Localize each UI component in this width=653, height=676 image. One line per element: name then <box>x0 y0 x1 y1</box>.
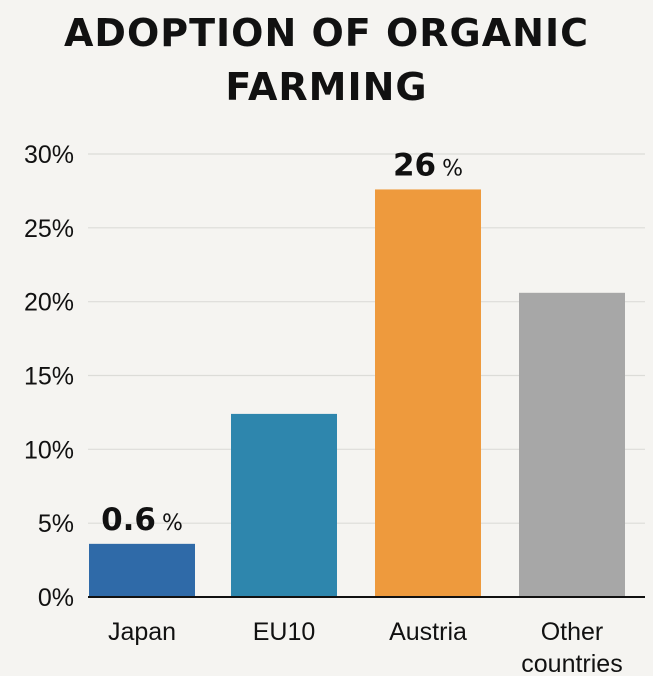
x-tick-label: Japan <box>108 618 176 646</box>
chart-title: ADOPTION OF ORGANIC FARMING <box>0 6 653 114</box>
bar <box>231 413 337 597</box>
chart-title-line-1: ADOPTION OF ORGANIC <box>64 11 589 55</box>
bar <box>89 543 195 597</box>
bar <box>519 292 625 597</box>
y-tick-label: 0% <box>38 584 74 612</box>
data-label-unit: % <box>162 511 183 536</box>
data-label-unit: % <box>442 156 463 181</box>
data-label: 0.6% <box>101 502 183 538</box>
x-tick-label: EU10 <box>253 618 316 646</box>
data-label-value: 0.6 <box>101 502 156 538</box>
y-tick-label: 30% <box>24 141 74 169</box>
y-tick-label: 25% <box>24 215 74 243</box>
x-tick-label: Austria <box>389 618 467 646</box>
data-label-value: 26 <box>393 147 436 183</box>
y-tick-label: 5% <box>38 510 74 538</box>
y-tick-label: 15% <box>24 363 74 391</box>
chart-title-line-2: FARMING <box>225 65 428 109</box>
y-tick-label: 20% <box>24 289 74 317</box>
x-tick-label: Other <box>541 618 604 646</box>
x-tick-label: countries <box>521 650 622 676</box>
data-label: 26% <box>393 147 463 183</box>
y-tick-label: 10% <box>24 436 74 464</box>
bar <box>375 189 481 597</box>
